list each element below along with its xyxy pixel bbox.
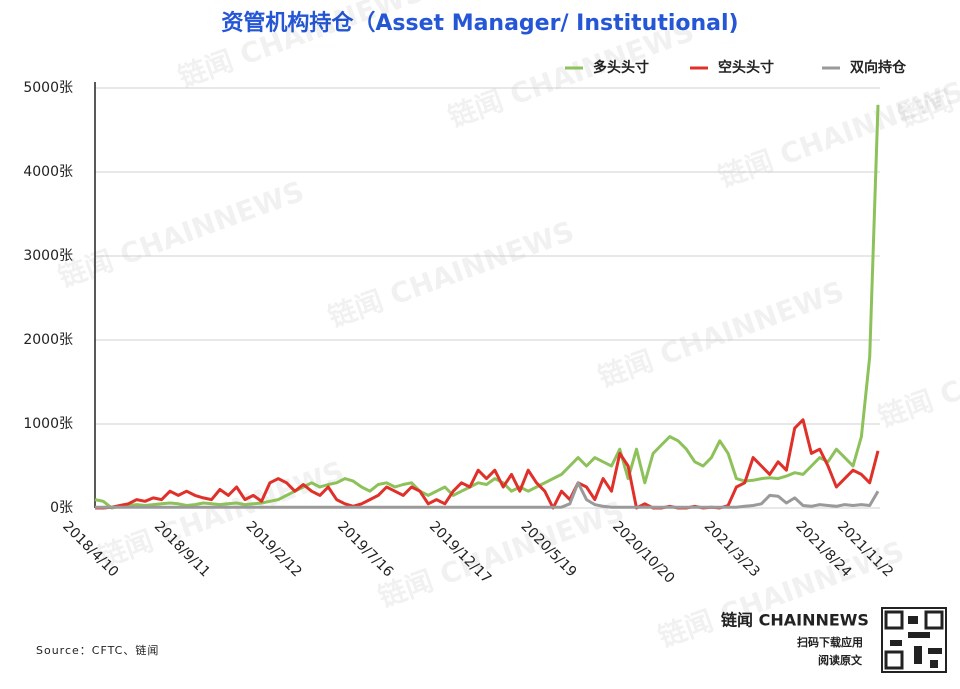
legend-label: 双向持仓 [850, 59, 907, 76]
brand-sub: 阅读原文 [818, 653, 863, 667]
chart-title: 资管机构持仓（Asset Manager/ Institutional) [221, 10, 738, 36]
series-line [95, 481, 880, 509]
legend-label: 空头头寸 [718, 59, 774, 76]
watermark: 链闻 CHAINNEWS [594, 275, 849, 395]
series-line [95, 418, 880, 510]
x-tick-label: 2019/2/12 [243, 518, 305, 580]
watermark: 链闻 CHAINNEWS [374, 495, 629, 615]
legend-label: 多头头寸 [593, 59, 649, 76]
x-tick-label: 2020/10/20 [609, 518, 677, 586]
x-tick-label: 2019/7/16 [334, 518, 396, 580]
qr-code [881, 607, 947, 673]
brand: 链闻 CHAINNEWS [721, 611, 869, 630]
series-line [94, 104, 880, 510]
watermark: 链闻 CHAINNEWS [324, 215, 579, 335]
watermark: 链闻 CHAINNEWS [94, 455, 349, 575]
brand-sub: 扫码下载应用 [797, 635, 863, 649]
y-tick-label: 3000张 [23, 248, 73, 264]
watermark: 链闻 CHAINNEWS [874, 315, 960, 435]
source: Source：CFTC、链闻 [36, 643, 159, 657]
x-tick-label: 2021/3/23 [701, 518, 763, 580]
y-tick-label: 2000张 [23, 332, 73, 348]
watermark: 链闻 CHAINNEWS [54, 175, 309, 295]
y-tick-label: 1000张 [23, 416, 73, 432]
y-tick-label: 4000张 [23, 164, 73, 180]
y-tick-label: 0张 [50, 500, 73, 516]
y-tick-label: 5000张 [23, 80, 73, 96]
